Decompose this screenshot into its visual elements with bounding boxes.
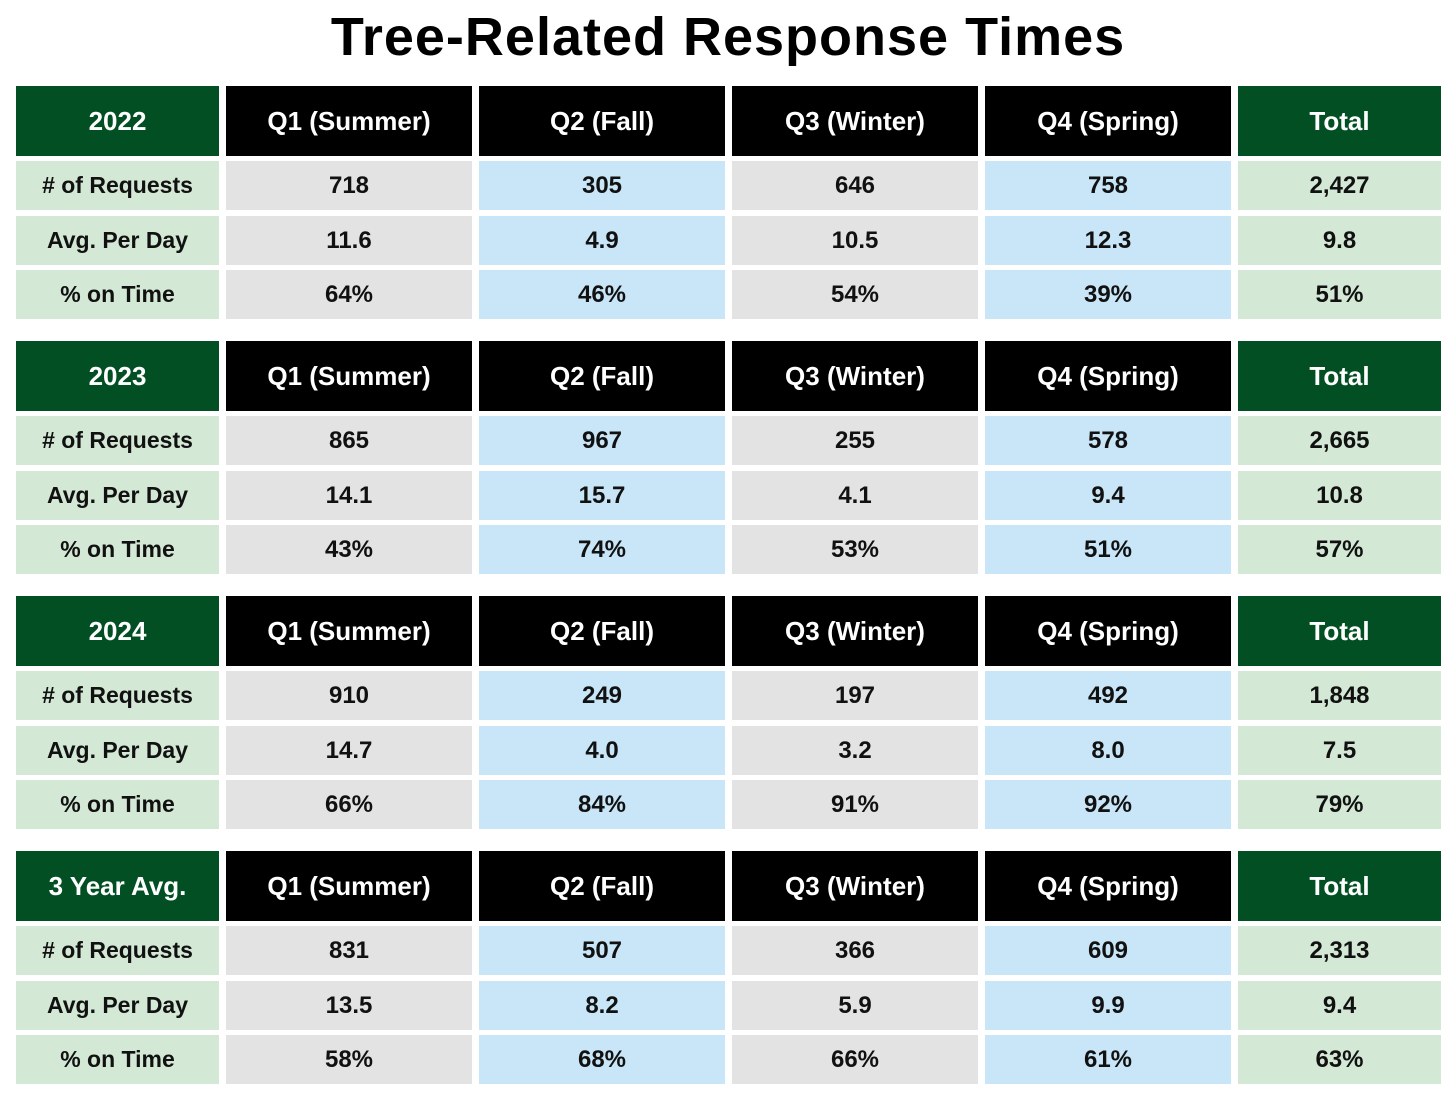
- row-label: Avg. Per Day: [16, 981, 219, 1030]
- row-label: # of Requests: [16, 161, 219, 210]
- column-header-q2: Q2 (Fall): [479, 596, 725, 666]
- table-cell: 4.1: [732, 471, 978, 520]
- row-label: # of Requests: [16, 926, 219, 975]
- block-header-label: 2023: [16, 341, 219, 411]
- row-label: Avg. Per Day: [16, 471, 219, 520]
- column-header-q3: Q3 (Winter): [732, 341, 978, 411]
- table-cell: 9.8: [1238, 216, 1441, 265]
- table-cell: 74%: [479, 525, 725, 574]
- table-cell: 11.6: [226, 216, 472, 265]
- table-cell: 249: [479, 671, 725, 720]
- table-cell: 10.8: [1238, 471, 1441, 520]
- column-header-q3: Q3 (Winter): [732, 851, 978, 921]
- table-cell: 4.9: [479, 216, 725, 265]
- table-cell: 68%: [479, 1035, 725, 1084]
- table-cell: 9.4: [1238, 981, 1441, 1030]
- table-cell: 646: [732, 161, 978, 210]
- table-cell: 79%: [1238, 780, 1441, 829]
- row-label: % on Time: [16, 525, 219, 574]
- row-label: # of Requests: [16, 416, 219, 465]
- column-header-total: Total: [1238, 86, 1441, 156]
- table-cell: 578: [985, 416, 1231, 465]
- table-cell: 366: [732, 926, 978, 975]
- block-header-label: 2022: [16, 86, 219, 156]
- row-label: % on Time: [16, 780, 219, 829]
- table-cell: 507: [479, 926, 725, 975]
- table-cell: 1,848: [1238, 671, 1441, 720]
- table-cell: 305: [479, 161, 725, 210]
- table-cell: 51%: [1238, 270, 1441, 319]
- column-header-q3: Q3 (Winter): [732, 86, 978, 156]
- column-header-q1: Q1 (Summer): [226, 851, 472, 921]
- column-header-total: Total: [1238, 851, 1441, 921]
- table-cell: 2,665: [1238, 416, 1441, 465]
- column-header-q1: Q1 (Summer): [226, 341, 472, 411]
- row-label: % on Time: [16, 270, 219, 319]
- column-header-q1: Q1 (Summer): [226, 86, 472, 156]
- table-cell: 2,313: [1238, 926, 1441, 975]
- table-cell: 43%: [226, 525, 472, 574]
- table-cell: 46%: [479, 270, 725, 319]
- table-cell: 5.9: [732, 981, 978, 1030]
- table-cell: 13.5: [226, 981, 472, 1030]
- block-header-label: 2024: [16, 596, 219, 666]
- table-cell: 14.7: [226, 726, 472, 775]
- table-cell: 910: [226, 671, 472, 720]
- table-cell: 9.4: [985, 471, 1231, 520]
- table-cell: 39%: [985, 270, 1231, 319]
- column-header-q4: Q4 (Spring): [985, 86, 1231, 156]
- table-cell: 54%: [732, 270, 978, 319]
- table-cell: 609: [985, 926, 1231, 975]
- table-cell: 8.2: [479, 981, 725, 1030]
- table-cell: 7.5: [1238, 726, 1441, 775]
- table-cell: 2,427: [1238, 161, 1441, 210]
- column-header-q2: Q2 (Fall): [479, 341, 725, 411]
- row-label: Avg. Per Day: [16, 216, 219, 265]
- column-header-q3: Q3 (Winter): [732, 596, 978, 666]
- row-label: % on Time: [16, 1035, 219, 1084]
- table-cell: 57%: [1238, 525, 1441, 574]
- table-cell: 63%: [1238, 1035, 1441, 1084]
- table-cell: 758: [985, 161, 1231, 210]
- row-label: # of Requests: [16, 671, 219, 720]
- column-header-q2: Q2 (Fall): [479, 851, 725, 921]
- table-cell: 492: [985, 671, 1231, 720]
- table-cell: 66%: [226, 780, 472, 829]
- table-cell: 9.9: [985, 981, 1231, 1030]
- table-cell: 197: [732, 671, 978, 720]
- table-cell: 4.0: [479, 726, 725, 775]
- table-cell: 61%: [985, 1035, 1231, 1084]
- table-cell: 66%: [732, 1035, 978, 1084]
- table-cell: 3.2: [732, 726, 978, 775]
- column-header-total: Total: [1238, 596, 1441, 666]
- table-cell: 12.3: [985, 216, 1231, 265]
- table-cell: 58%: [226, 1035, 472, 1084]
- table-cell: 10.5: [732, 216, 978, 265]
- table-cell: 15.7: [479, 471, 725, 520]
- table-cell: 53%: [732, 525, 978, 574]
- table-cell: 718: [226, 161, 472, 210]
- column-header-q2: Q2 (Fall): [479, 86, 725, 156]
- column-header-q4: Q4 (Spring): [985, 596, 1231, 666]
- table-cell: 255: [732, 416, 978, 465]
- table-cell: 865: [226, 416, 472, 465]
- column-header-q4: Q4 (Spring): [985, 851, 1231, 921]
- column-header-total: Total: [1238, 341, 1441, 411]
- table-cell: 91%: [732, 780, 978, 829]
- column-header-q4: Q4 (Spring): [985, 341, 1231, 411]
- table-cell: 14.1: [226, 471, 472, 520]
- table-cell: 967: [479, 416, 725, 465]
- table-cell: 831: [226, 926, 472, 975]
- column-header-q1: Q1 (Summer): [226, 596, 472, 666]
- block-header-label: 3 Year Avg.: [16, 851, 219, 921]
- row-label: Avg. Per Day: [16, 726, 219, 775]
- table-cell: 51%: [985, 525, 1231, 574]
- page-title: Tree-Related Response Times: [330, 7, 1126, 67]
- table-cell: 84%: [479, 780, 725, 829]
- table-cell: 92%: [985, 780, 1231, 829]
- table-cell: 64%: [226, 270, 472, 319]
- table-cell: 8.0: [985, 726, 1231, 775]
